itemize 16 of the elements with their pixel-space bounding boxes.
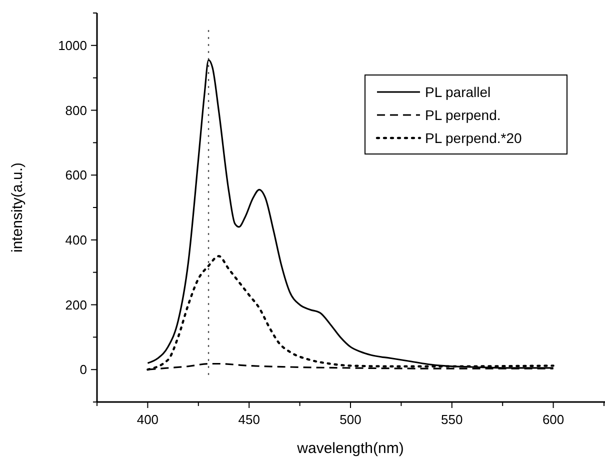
y-axis-title: intensity(a.u.) <box>9 162 26 253</box>
x-tick-label: 400 <box>136 412 159 427</box>
x-tick-label: 450 <box>238 412 260 427</box>
x-tick-label: 600 <box>542 412 564 427</box>
legend-label: PL perpend. <box>425 106 501 123</box>
legend-label: PL parallel <box>425 84 491 100</box>
x-axis-title: wavelength(nm) <box>296 440 404 457</box>
y-tick-label: 0 <box>80 362 87 378</box>
y-tick-label: 1000 <box>58 38 87 53</box>
x-tick-label: 550 <box>441 412 463 427</box>
y-tick-label: 200 <box>65 297 87 312</box>
legend-label: PL perpend.*20 <box>425 130 522 146</box>
y-tick-label: 800 <box>65 102 87 118</box>
y-tick-label: 600 <box>65 168 87 183</box>
x-tick-label: 500 <box>340 412 362 427</box>
y-tick-label: 400 <box>65 232 87 248</box>
